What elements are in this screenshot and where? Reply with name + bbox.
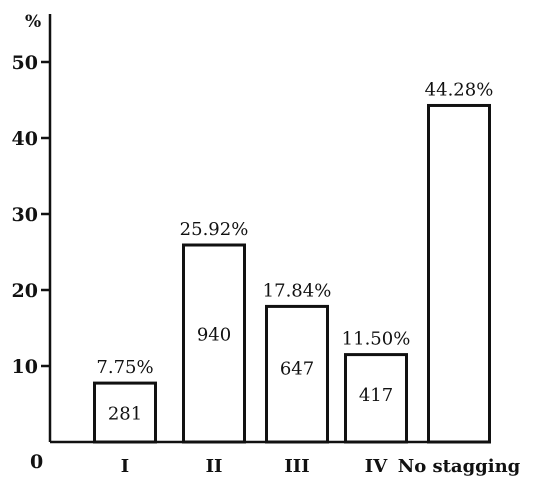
y-ticks: 10 20 30 40 50 (12, 52, 50, 378)
x-category-label: I (121, 456, 129, 477)
y-axis-unit: % (25, 12, 41, 32)
bar-count-label: 940 (197, 325, 231, 346)
bar-percent-label: 44.28% (425, 79, 494, 100)
x-category-label: IV (365, 456, 388, 477)
bar (265, 304, 329, 444)
bar (182, 243, 246, 444)
bar (344, 353, 408, 444)
x-category-label: III (284, 456, 309, 477)
bar (93, 381, 157, 444)
y-tick-label: 40 (12, 128, 38, 150)
bar-percent-label: 25.92% (180, 219, 249, 240)
bars: 7.75% 281 25.92% 940 17.84% 647 11.50% 417 44.28… (93, 79, 494, 444)
x-category-label: II (206, 456, 223, 477)
bar-percent-label: 7.75% (96, 357, 153, 378)
origin-label: 0 (30, 451, 43, 473)
category-labels: I II III IV No stagging (121, 456, 521, 477)
bar-count-label: 647 (280, 358, 314, 379)
bar-percent-label: 11.50% (342, 329, 411, 350)
y-tick-label: 30 (12, 204, 38, 226)
bar (427, 103, 491, 444)
bar-percent-label: 17.84% (263, 280, 332, 301)
y-tick-label: 50 (12, 52, 38, 74)
bar-count-label: 281 (108, 404, 142, 425)
x-category-label: No stagging (398, 456, 521, 477)
y-tick-label: 20 (12, 280, 38, 302)
bar-count-label: 417 (359, 385, 393, 406)
y-tick-label: 10 (12, 356, 38, 378)
